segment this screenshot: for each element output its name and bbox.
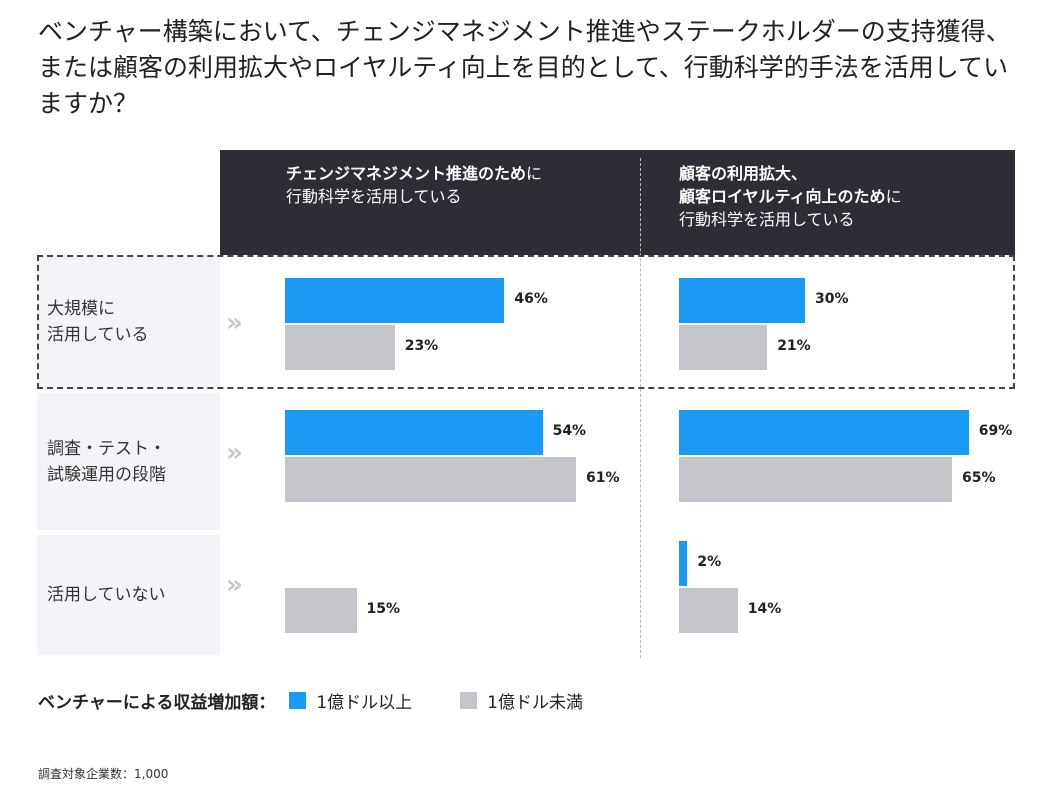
row-label-2: 調査・テスト・ 試験運用の段階 [37,393,220,530]
panel-2-title-rest: に [885,187,902,206]
bar [679,278,805,323]
panel-1-title-rest: に [526,164,543,183]
panel-header: チェンジマネジメント推進のために 行動科学を活用している 顧客の利用拡大、 顧客… [220,150,1015,255]
bar [285,410,543,455]
panel-2-title-bold2: 顧客ロイヤルティ向上のため [679,187,886,206]
data-label: 46% [514,291,548,307]
row-label-line1: 活用していない [47,585,166,605]
chevron-right-icon: » [226,438,243,468]
chart-title: ベンチャー構築において、チェンジマネジメント推進やステークホルダーの支持獲得、ま… [38,17,1011,118]
panel-1-title-line2: 行動科学を活用している [286,187,462,206]
bar [679,410,969,455]
panel-1-title: チェンジマネジメント推進のために 行動科学を活用している [286,162,542,208]
data-label: 65% [962,470,996,486]
bar [679,457,952,502]
panel-1-title-bold: チェンジマネジメント推進のため [286,164,527,183]
data-label: 14% [747,601,782,617]
bar [679,325,768,370]
row-label-1: 大規模に活用している [37,255,220,389]
row-label-line2: 試験運用の段階 [47,464,166,485]
row-label-line2: 活用している [47,325,149,345]
bar [285,457,576,502]
bar [679,541,688,586]
data-label: 30% [815,291,849,307]
footnote: 調査対象企業数：1,000 [38,767,169,781]
panel-divider [640,158,641,658]
panel-2-title-bold: 顧客の利用拡大、 [679,164,808,183]
chevron-right-icon: » [226,570,243,600]
legend: ベンチャーによる収益増加額： 1億ドル以上 1億ドル未満 [38,688,583,713]
legend-swatch-gray [460,692,478,709]
data-label: 2% [697,554,722,570]
row-label-3: 活用していない [37,535,220,655]
data-label: 21% [777,338,811,354]
data-label: 23% [404,338,439,354]
bar [285,588,357,633]
row-label-line1: 大規模に [47,299,115,319]
bar [285,278,505,323]
data-label: 61% [585,470,620,486]
legend-swatch-blue [289,692,307,709]
panel-2-title: 顧客の利用拡大、 顧客ロイヤルティ向上のために 行動科学を活用している [679,162,902,231]
data-label: 54% [552,423,587,439]
legend-title: ベンチャーによる収益増加額： [38,693,276,713]
bar [679,588,738,633]
data-label: 15% [366,601,401,617]
panel-2-title-line2: 行動科学を活用している [679,210,855,229]
row-label-line1: 調査・テスト・ [47,438,166,459]
bar [285,325,395,370]
chevron-right-icon: » [226,308,243,338]
legend-label-1: 1億ドル以上 [316,693,413,713]
legend-label-2: 1億ドル未満 [487,693,583,713]
data-label: 69% [978,423,1013,439]
